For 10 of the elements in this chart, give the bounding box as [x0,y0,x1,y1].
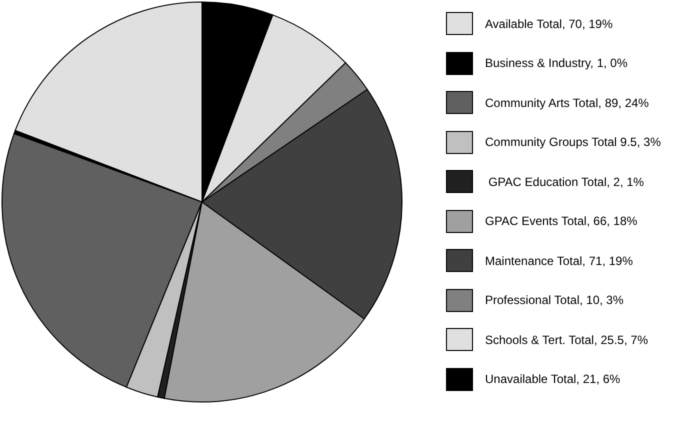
legend-label: GPAC Events Total, 66, 18% [485,214,638,228]
legend-label: Schools & Tert. Total, 25.5, 7% [485,332,648,347]
legend-label: GPAC Education Total, 2, 1% [487,174,644,189]
legend-label: Business & Industry, 1, 0% [485,56,628,70]
legend-label: Professional Total, 10, 3% [485,293,624,308]
legend-label: Community Groups Total 9.5, 3% [485,135,661,150]
legend-label: Maintenance Total, 71, 19% [485,254,633,268]
legend-label: Unavailable Total, 21, 6% [485,372,620,386]
legend-label: Available Total, 70, 19% [485,16,613,31]
legend-label: Community Arts Total, 89, 24% [485,96,649,110]
